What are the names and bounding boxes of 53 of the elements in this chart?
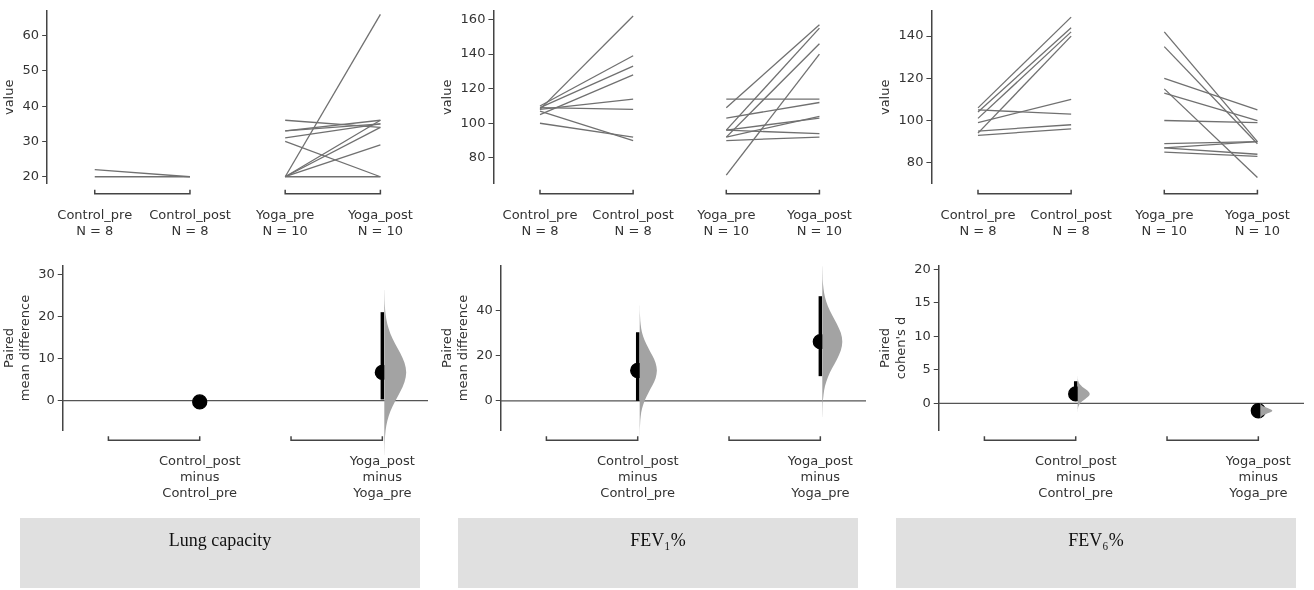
y-tick-label: 5 xyxy=(922,361,931,377)
x-tick-label: Control_pre N = 8 xyxy=(502,206,578,238)
y-tick-label: 100 xyxy=(898,111,924,127)
text: FEV₆% xyxy=(1068,530,1124,552)
text: Lung capacity xyxy=(168,530,272,552)
y-tick-label: 40 xyxy=(476,302,493,318)
y-tick-label: 40 xyxy=(22,97,40,113)
y-axis-title: Paired cohen's d xyxy=(877,316,908,380)
y-tick-label: 0 xyxy=(484,392,493,408)
x-tick-label: Yoga_post N = 10 xyxy=(785,206,852,238)
y-tick-label: 30 xyxy=(22,132,40,148)
x-tick-label: Control_post minus Control_pre xyxy=(596,453,679,500)
y-tick-label: 0 xyxy=(922,394,931,410)
x-tick-label: Control_post minus Control_pre xyxy=(1034,453,1117,500)
y-tick-label: 100 xyxy=(460,114,486,130)
y-tick-label: 80 xyxy=(468,149,486,165)
x-tick-label: Yoga_pre N = 10 xyxy=(255,206,315,238)
x-tick-label: Yoga_post N = 10 xyxy=(346,206,413,238)
y-tick-label: 0 xyxy=(46,392,55,408)
y-tick-label: 20 xyxy=(476,347,493,363)
text: FEV₁% xyxy=(630,530,686,552)
y-tick-label: 50 xyxy=(22,62,40,78)
y-axis-title: value xyxy=(439,79,455,116)
y-axis-title: value xyxy=(1,79,17,116)
x-tick-label: Control_post N = 8 xyxy=(1030,206,1112,238)
y-tick-label: 160 xyxy=(460,10,486,26)
x-tick-label: Control_pre N = 8 xyxy=(57,206,133,238)
x-tick-label: Yoga_post N = 10 xyxy=(1223,206,1290,238)
y-axis-title: value xyxy=(877,79,893,116)
y-tick-label: 140 xyxy=(898,27,924,43)
y-tick-label: 120 xyxy=(898,69,924,85)
y-tick-label: 120 xyxy=(460,80,486,96)
y-tick-label: 30 xyxy=(38,265,55,281)
y-tick-label: 80 xyxy=(906,154,924,170)
x-tick-label: Yoga_post minus Yoga_pre xyxy=(786,453,853,500)
y-tick-label: 10 xyxy=(38,349,55,365)
x-tick-label: Control_post minus Control_pre xyxy=(158,453,241,500)
x-tick-label: Yoga_pre N = 10 xyxy=(696,206,756,238)
x-tick-label: Control_post N = 8 xyxy=(592,206,674,238)
x-tick-label: Yoga_post minus Yoga_pre xyxy=(1224,453,1291,500)
x-tick-label: Yoga_pre N = 10 xyxy=(1134,206,1194,238)
y-tick-label: 15 xyxy=(914,294,931,310)
y-tick-label: 20 xyxy=(22,168,40,184)
y-tick-label: 20 xyxy=(914,260,931,276)
y-tick-label: 10 xyxy=(914,327,931,343)
y-tick-label: 20 xyxy=(38,307,55,323)
y-axis-title: Paired mean difference xyxy=(439,294,470,402)
y-tick-label: 60 xyxy=(22,26,40,42)
x-tick-label: Yoga_post minus Yoga_pre xyxy=(348,453,415,500)
x-tick-label: Control_post N = 8 xyxy=(149,206,231,238)
x-tick-label: Control_pre N = 8 xyxy=(940,206,1016,238)
y-tick-label: 140 xyxy=(460,45,486,61)
y-axis-title: Paired mean difference xyxy=(1,294,32,402)
